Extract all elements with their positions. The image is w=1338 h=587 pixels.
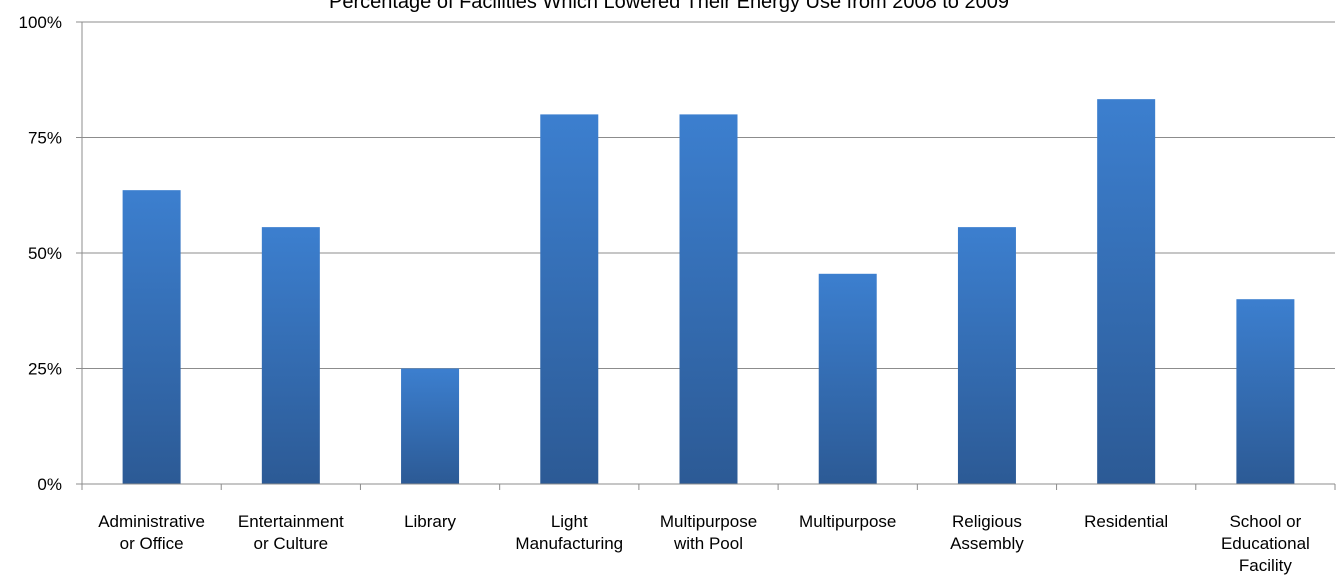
- y-tick-label: 75%: [28, 129, 62, 148]
- x-tick-label: Library: [404, 512, 456, 531]
- y-tick-label: 0%: [37, 475, 62, 494]
- x-tick-label: Multipurpose: [799, 512, 896, 531]
- y-tick-label: 25%: [28, 360, 62, 379]
- bar: [1097, 99, 1156, 485]
- bar: [957, 227, 1016, 485]
- x-tick-label: Administrative or Office: [98, 512, 205, 553]
- x-tick-label: School or Educational Facility: [1221, 512, 1310, 575]
- x-tick-label: Religious Assembly: [950, 512, 1024, 553]
- bar: [122, 190, 181, 484]
- bar: [401, 368, 460, 484]
- bar: [261, 227, 320, 485]
- x-tick-label: Entertainment or Culture: [238, 512, 344, 553]
- bar: [679, 114, 738, 485]
- axes: [81, 22, 1336, 490]
- y-tick-labels: 0% 25% 50% 75% 100%: [19, 13, 62, 494]
- bar: [1236, 299, 1295, 484]
- x-tick-label: Multipurpose with Pool: [660, 512, 757, 553]
- x-tick-label: Residential: [1084, 512, 1168, 531]
- y-tick-label: 100%: [19, 13, 62, 32]
- x-tick-labels: Administrative or Office Entertainment or C…: [98, 512, 1310, 575]
- bar: [818, 273, 877, 484]
- bars: [122, 99, 1295, 485]
- y-tick-label: 50%: [28, 244, 62, 263]
- chart-title: Percentage of Facilities Which Lowered T…: [329, 0, 1009, 13]
- bar: [540, 114, 599, 485]
- x-tick-label: Light Manufacturing: [515, 512, 623, 553]
